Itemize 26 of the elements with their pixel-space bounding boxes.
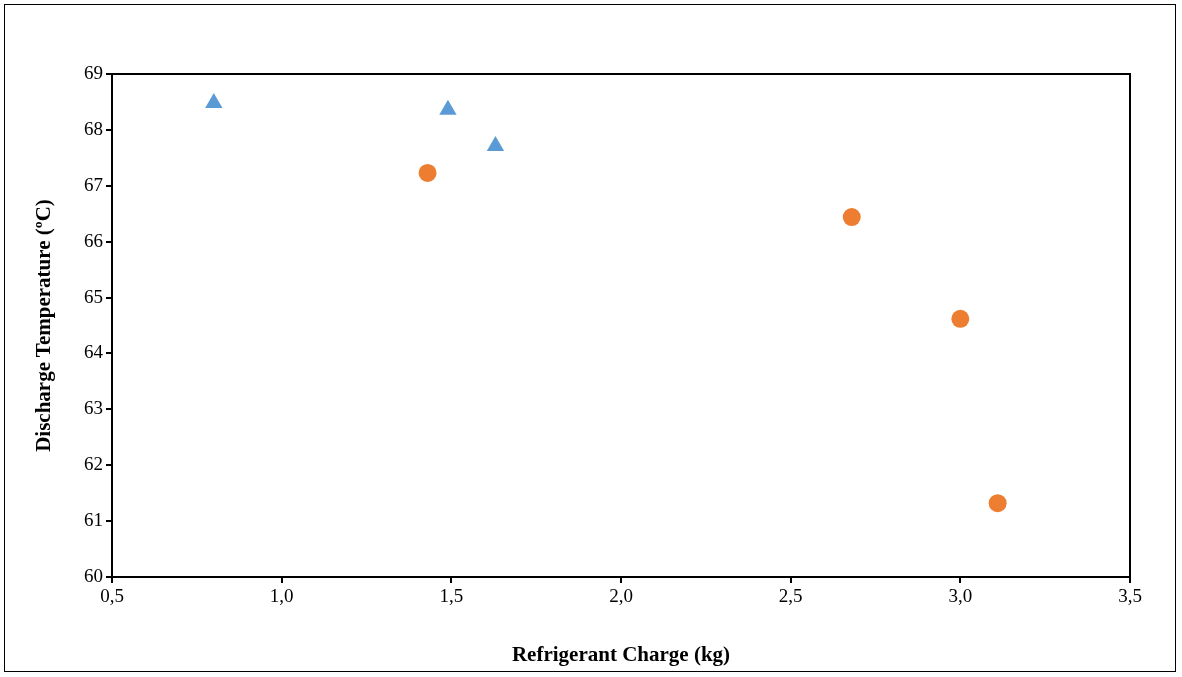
point	[951, 309, 970, 328]
point	[486, 136, 505, 152]
y-tick-label: 64	[84, 341, 104, 363]
point	[205, 93, 223, 109]
point	[418, 163, 437, 182]
point	[842, 208, 861, 227]
y-tick-label: 69	[84, 61, 103, 83]
x-tick-label: 2,0	[609, 585, 633, 607]
y-tick-label: 67	[84, 173, 103, 195]
y-tick-label: 63	[84, 397, 103, 419]
y-tick-label: 68	[84, 117, 103, 139]
point	[439, 99, 457, 115]
x-tick-label: 3,0	[948, 585, 973, 607]
x-tick-label: 3,5	[1118, 585, 1142, 607]
y-tick-label: 61	[84, 509, 103, 531]
x-tick-label: 1,0	[269, 585, 294, 607]
y-tick-label: 65	[84, 285, 103, 307]
y-tick-label: 60	[84, 564, 103, 586]
x-tick-label: 0,5	[100, 585, 124, 607]
x-tick-label: 1,5	[439, 585, 464, 607]
x-tick-label: 2,5	[778, 585, 803, 607]
point	[988, 494, 1007, 513]
y-axis-title: Discharge Temperature (ºC)	[31, 199, 56, 452]
y-tick-label: 66	[84, 229, 103, 251]
x-axis-title: Refrigerant Charge (kg)	[511, 641, 731, 666]
y-tick-label: 62	[84, 453, 103, 475]
